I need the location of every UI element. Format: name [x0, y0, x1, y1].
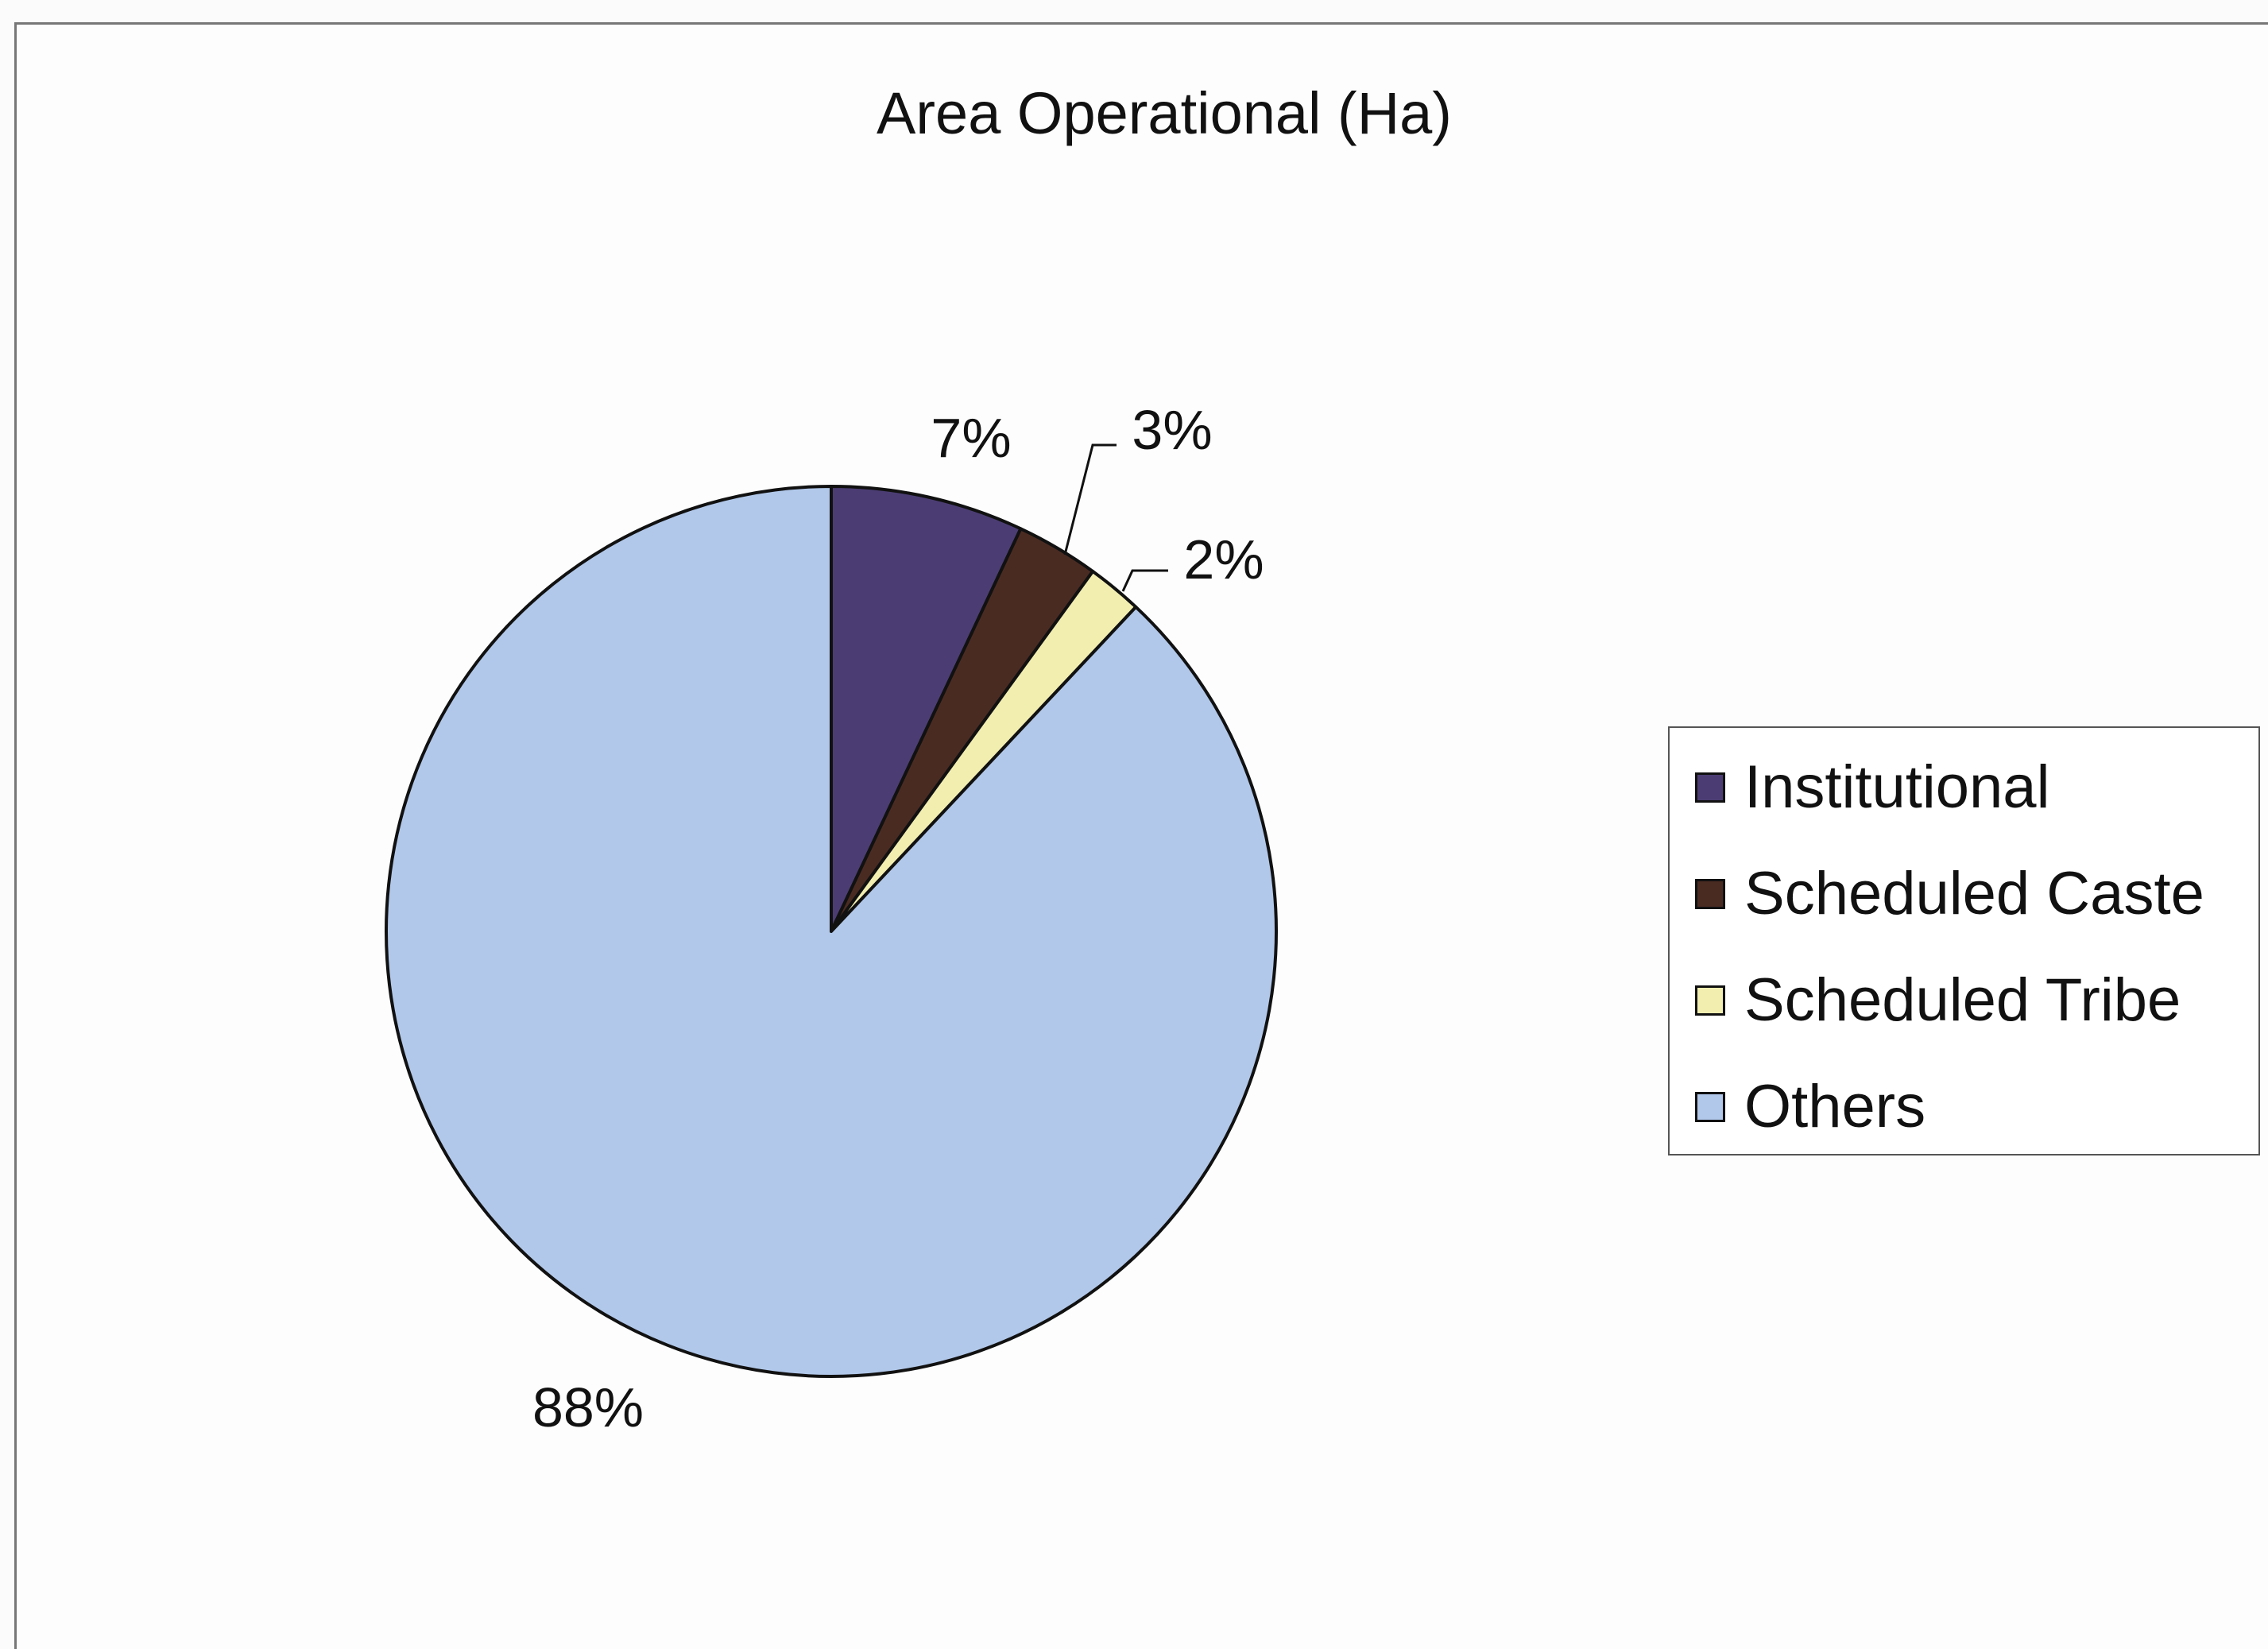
legend-label: Scheduled Caste — [1744, 860, 2204, 927]
pie-slice-institutional — [830, 485, 1023, 933]
legend-label: Scheduled Tribe — [1744, 966, 2181, 1034]
legend-swatch-institutional — [1695, 772, 1725, 803]
data-label-scheduled-tribe: 2% — [1183, 528, 1264, 590]
data-label-others: 88% — [532, 1376, 644, 1438]
legend-swatch-scheduled-caste — [1695, 879, 1725, 909]
legend: Institutional Scheduled Caste Scheduled … — [1668, 726, 2260, 1155]
leader-line-scheduled-caste — [1063, 443, 1117, 555]
legend-item-scheduled-caste: Scheduled Caste — [1695, 858, 2204, 930]
leader-lines — [1063, 443, 1168, 592]
pie-slice-others — [385, 485, 1278, 1378]
legend-item-institutional: Institutional — [1695, 752, 2049, 823]
data-labels: 7% 3% 2% 88% — [532, 399, 1264, 1438]
chart-title: Area Operational (Ha) — [877, 80, 1452, 146]
pie-slices — [385, 485, 1278, 1378]
leader-line-scheduled-tribe — [1121, 569, 1168, 592]
legend-item-scheduled-tribe: Scheduled Tribe — [1695, 965, 2181, 1036]
legend-swatch-scheduled-tribe — [1695, 985, 1725, 1016]
legend-item-others: Others — [1695, 1071, 1925, 1143]
legend-label: Institutional — [1744, 753, 2050, 821]
legend-label: Others — [1744, 1073, 1926, 1140]
data-label-scheduled-caste: 3% — [1132, 399, 1212, 461]
data-label-institutional: 7% — [931, 407, 1011, 469]
legend-swatch-others — [1695, 1092, 1725, 1122]
